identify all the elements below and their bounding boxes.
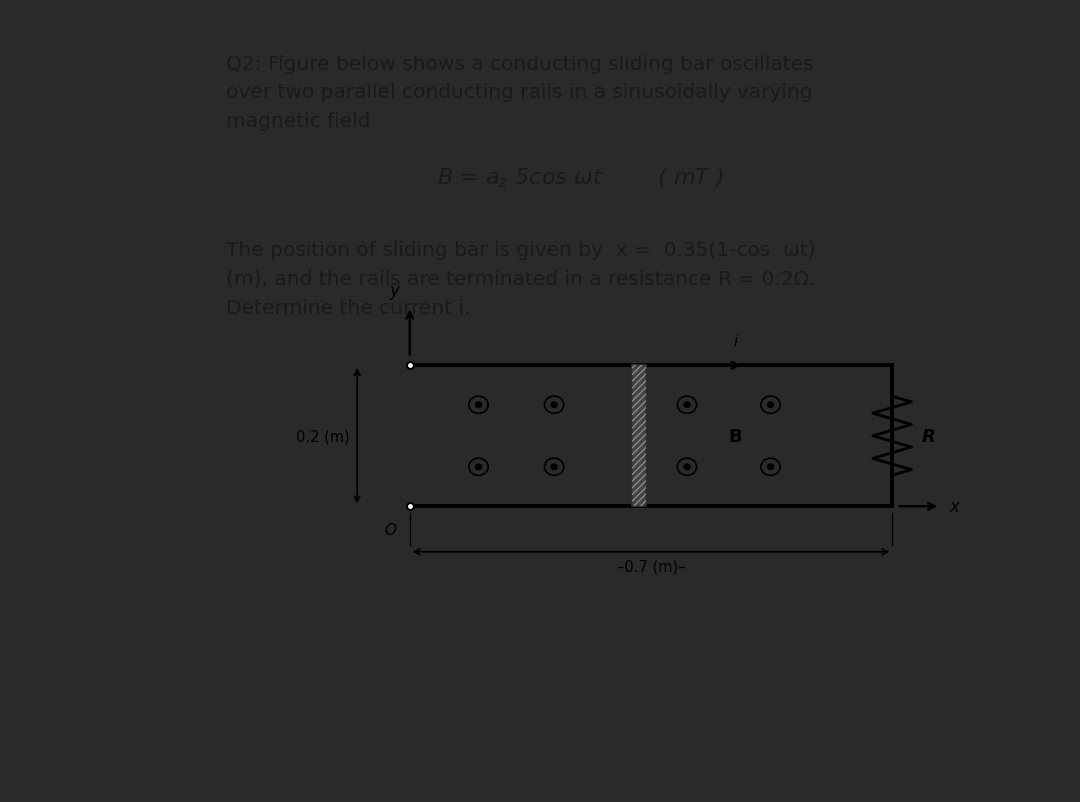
Text: magnetic field: magnetic field — [226, 111, 370, 131]
Bar — [632, 366, 646, 507]
Text: y: y — [390, 282, 400, 299]
Circle shape — [475, 464, 482, 470]
Text: i: i — [733, 334, 738, 349]
Text: –0.7 (m)–: –0.7 (m)– — [617, 558, 685, 573]
Text: The position of sliding bar is given by  x =  0.35(1-cos  ωt): The position of sliding bar is given by … — [226, 241, 815, 260]
Text: (m), and the rails are terminated in a resistance R = 0.2Ω.: (m), and the rails are terminated in a r… — [226, 269, 815, 289]
Text: O: O — [384, 522, 396, 537]
Circle shape — [684, 403, 690, 408]
Text: over two parallel conducting rails in a sinusoidally varying: over two parallel conducting rails in a … — [226, 83, 812, 102]
Bar — [632, 366, 646, 507]
Circle shape — [551, 464, 557, 470]
Circle shape — [768, 403, 773, 408]
Circle shape — [768, 464, 773, 470]
Circle shape — [551, 403, 557, 408]
Text: B: B — [728, 427, 742, 445]
Text: x: x — [949, 498, 959, 516]
Text: Q2: Figure below shows a conducting sliding bar oscillates: Q2: Figure below shows a conducting slid… — [226, 55, 813, 74]
Circle shape — [475, 403, 482, 408]
Text: R: R — [922, 427, 935, 445]
Text: B = a$_z$ 5cos $\omega$t        ( mT ): B = a$_z$ 5cos $\omega$t ( mT ) — [437, 166, 725, 190]
Circle shape — [684, 464, 690, 470]
Text: Determine the current i.: Determine the current i. — [226, 298, 470, 318]
Text: 0.2 (m): 0.2 (m) — [296, 429, 350, 444]
